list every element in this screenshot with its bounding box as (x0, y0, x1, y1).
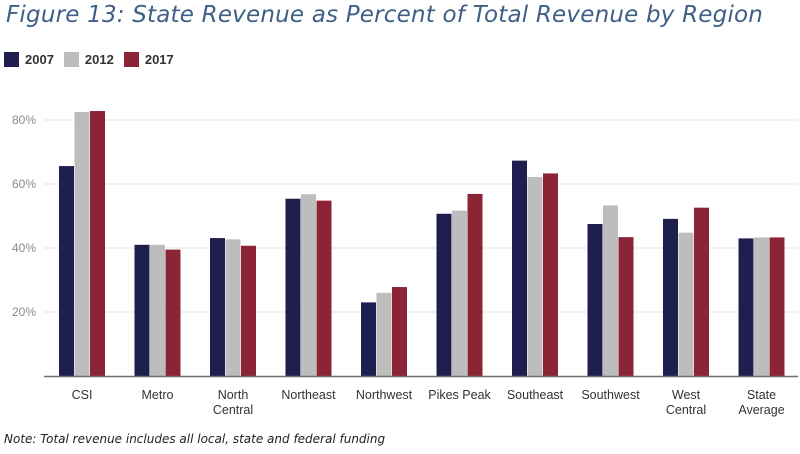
bar-2017-southwest (618, 237, 634, 376)
bar-2017-csi (90, 111, 105, 376)
legend-item-2007: 2007 (4, 52, 54, 67)
bar-2012-metro (150, 244, 165, 376)
bar-2012-state-average (754, 237, 769, 376)
bar-2017-metro (165, 249, 181, 376)
legend-label-2017: 2017 (144, 52, 174, 67)
y-tick-label-80: 80% (12, 113, 36, 127)
legend: 2007 2012 2017 (4, 52, 184, 67)
x-tick-label: CSI (72, 388, 93, 402)
x-tick-label: North Central (213, 388, 253, 417)
bar-2012-southeast (527, 176, 543, 376)
bar-2007-southeast (512, 160, 527, 376)
bar-2012-pikes-peak (452, 210, 467, 376)
x-tick-label: Pikes Peak (428, 388, 491, 402)
x-tick-label: State Average (738, 388, 784, 417)
x-tick-label: Northwest (356, 388, 413, 402)
bar-2017-pikes-peak (467, 193, 483, 376)
y-tick-label-20: 20% (12, 305, 36, 319)
legend-swatch-2012 (63, 52, 79, 67)
y-tick-label-40: 40% (12, 241, 36, 255)
bar-2007-pikes-peak (436, 213, 452, 376)
bar-2012-southwest (603, 205, 618, 376)
bar-2012-northeast (301, 194, 316, 376)
bar-2017-state-average (769, 237, 785, 376)
bar-2007-northeast (285, 198, 301, 376)
x-tick-label: West Central (666, 388, 706, 417)
footnote: Note: Total revenue includes all local, … (4, 432, 386, 446)
bar-2007-west-central (663, 218, 678, 376)
bar-2007-north-central (210, 238, 225, 376)
x-tick-label: Southwest (581, 388, 640, 402)
bar-2007-metro (134, 244, 150, 376)
x-tick-label: Metro (142, 388, 174, 402)
bar-2012-northwest (376, 292, 392, 376)
bar-2007-northwest (361, 302, 376, 376)
y-tick-label-60: 60% (12, 177, 36, 191)
x-tick-label: Northeast (281, 388, 336, 402)
bar-2007-state-average (738, 238, 754, 376)
bar-2012-north-central (225, 239, 241, 376)
bar-2017-southeast (543, 173, 558, 376)
legend-swatch-2007 (4, 52, 19, 67)
legend-item-2017: 2017 (123, 52, 174, 67)
bar-2007-southwest (587, 224, 603, 376)
bar-2017-northwest (392, 287, 407, 376)
bar-2017-north-central (241, 245, 256, 376)
x-tick-label: Southeast (507, 388, 564, 402)
bar-2017-northeast (316, 200, 332, 376)
bar-2012-west-central (678, 232, 694, 376)
legend-label-2007: 2007 (25, 52, 54, 67)
bar-2007-csi (59, 166, 74, 376)
chart-title: Figure 13: State Revenue as Percent of T… (6, 2, 764, 28)
bar-2017-west-central (694, 207, 709, 376)
bar-2012-csi (74, 112, 90, 376)
legend-label-2012: 2012 (84, 52, 114, 67)
legend-item-2012: 2012 (63, 52, 114, 67)
legend-swatch-2017 (123, 52, 139, 67)
